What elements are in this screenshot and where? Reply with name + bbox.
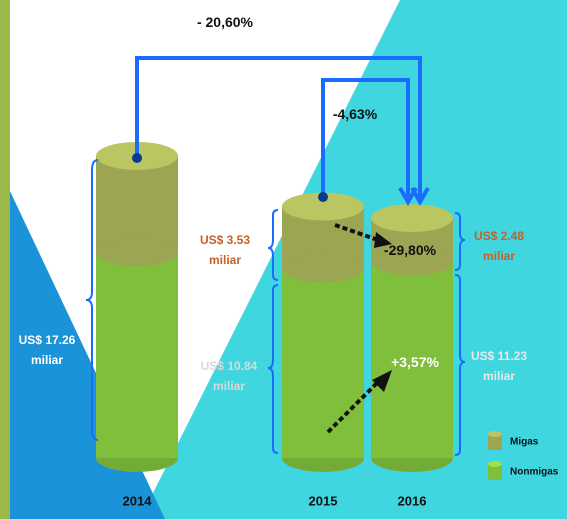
segment-bottom-edge [96, 238, 178, 267]
segment-bottom-edge [282, 254, 364, 283]
bar-segment [96, 252, 178, 458]
annotation: -29,80% [383, 242, 437, 258]
left-strip [0, 0, 10, 519]
annotation: +3,57% [391, 354, 439, 370]
annotation: -4,63% [332, 106, 378, 122]
value-label: US$ 11.23 miliar [470, 349, 528, 383]
annotation: US$ 17.26 miliar [18, 333, 76, 367]
value-label: US$ 10.84 miliar [200, 359, 258, 393]
arrow-2014 [135, 56, 422, 200]
x-tick-label: 2015 [309, 493, 338, 508]
arrows [135, 56, 430, 207]
bar-segment [96, 155, 178, 253]
bar-segment [282, 268, 364, 458]
legend-label: Nonmigas [510, 467, 559, 478]
x-tick-label: 2014 [123, 493, 153, 508]
bars: 2014 2015 2016 [96, 141, 453, 508]
arrowhead [372, 370, 392, 392]
legend-swatch [488, 464, 502, 480]
legend: Migas Nonmigas [488, 431, 559, 480]
dashed-arrow [326, 380, 380, 434]
legend-swatch-top [488, 461, 502, 467]
dot [318, 192, 328, 202]
arrow-head [398, 187, 418, 207]
arrowhead [374, 232, 392, 248]
bar-segment [371, 261, 453, 458]
value-label: US$ 3.53 miliar [199, 233, 251, 267]
annotation: - 20,60% [196, 14, 254, 30]
segment-bottom-edge [371, 247, 453, 276]
value-label: US$ 2.48 miliar [473, 229, 525, 263]
legend-label: Migas [510, 437, 539, 448]
legend-swatch-top [488, 431, 502, 437]
dashed-arrows [326, 223, 380, 434]
cylinder-top [282, 192, 364, 221]
dot [132, 153, 142, 163]
cylinder-top [371, 204, 453, 233]
legend-swatch [488, 434, 502, 450]
arrow-2015 [321, 78, 410, 200]
x-tick-label: 2016 [398, 493, 427, 508]
brackets [85, 159, 466, 456]
